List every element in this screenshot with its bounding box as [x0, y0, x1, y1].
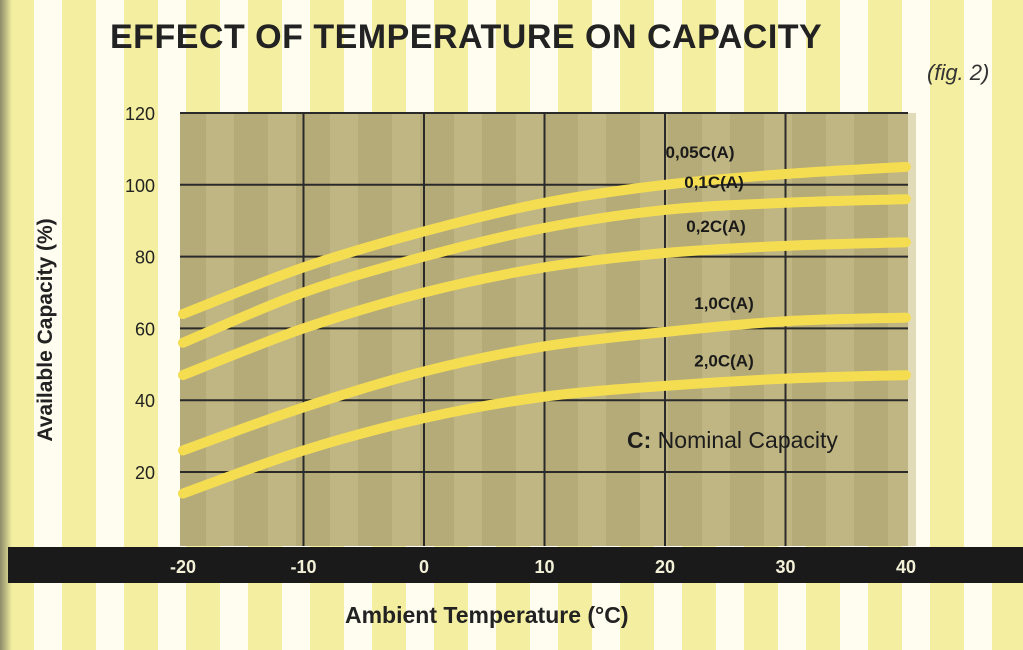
y-axis-label: Available Capacity (%) [34, 218, 57, 442]
x-tick-label: -10 [290, 557, 316, 577]
x-axis-label: Ambient Temperature (°C) [345, 602, 629, 628]
series-curve-1 [178, 161, 911, 320]
note-text: Nominal Capacity [651, 427, 838, 453]
y-tick-label: 40 [135, 391, 155, 411]
series-labels: 0,05C(A) 0,1C(A) 0,2C(A) 1,0C(A) 2,0C(A) [666, 143, 754, 371]
series-curve-5 [178, 370, 911, 499]
series-label: 1,0C(A) [694, 294, 754, 313]
plot-stripe [392, 113, 420, 546]
series-curve-4 [178, 312, 911, 456]
plot-stripe [826, 113, 854, 546]
y-tick-labels: 20 40 60 80 100 120 [125, 104, 155, 483]
y-tick-label: 80 [135, 248, 155, 268]
series-label: 0,2C(A) [686, 217, 746, 236]
x-tick-label: 0 [419, 557, 429, 577]
y-tick-label: 100 [125, 176, 155, 196]
x-tick-label: 10 [534, 557, 554, 577]
x-tick-labels: -20 -10 0 10 20 30 40 [170, 557, 916, 577]
series-label: 0,05C(A) [666, 143, 735, 162]
series-curve-3 [178, 237, 911, 381]
chart-title: EFFECT OF TEMPERATURE ON CAPACITY [110, 18, 823, 56]
y-tick-label: 120 [125, 104, 155, 124]
page-edge-shadow [0, 0, 12, 650]
x-tick-label: 20 [655, 557, 675, 577]
plot-stripe [454, 113, 482, 546]
y-tick-label: 20 [135, 463, 155, 483]
x-tick-label: -20 [170, 557, 196, 577]
series-label: 2,0C(A) [694, 352, 754, 371]
legend-note: C: Nominal Capacity [627, 427, 838, 454]
series-curves [178, 161, 911, 499]
figure-label: (fig. 2) [927, 60, 990, 85]
x-tick-label: 40 [896, 557, 916, 577]
plot-stripe [516, 113, 544, 546]
series-label: 0,1C(A) [684, 173, 744, 192]
series-curve-2 [178, 194, 911, 348]
y-tick-label: 60 [135, 319, 155, 339]
plot-stripe [888, 113, 916, 546]
plot-stripe [330, 113, 358, 546]
plot-stripe [578, 113, 606, 546]
x-tick-label: 30 [775, 557, 795, 577]
x-axis-bar [8, 547, 1023, 583]
note-prefix: C: [627, 427, 652, 453]
